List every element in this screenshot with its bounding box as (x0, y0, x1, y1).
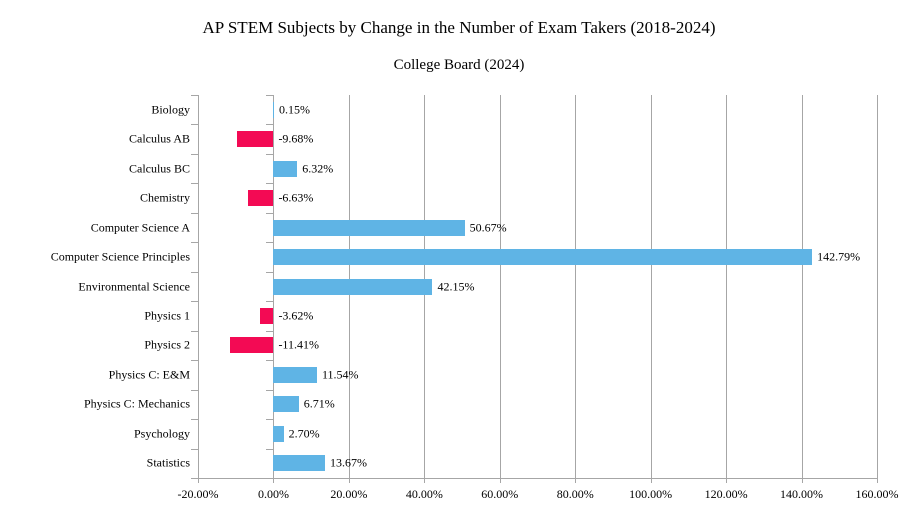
x-axis-tick (348, 478, 350, 483)
gridline (801, 95, 803, 478)
x-axis-label: 80.00% (556, 487, 594, 501)
category-label: Computer Science A (90, 220, 190, 235)
category-tick (191, 448, 198, 450)
category-label: Environmental Science (78, 279, 190, 293)
gridline (726, 95, 728, 478)
x-axis-tick (198, 478, 199, 483)
category-label: Statistics (146, 455, 190, 470)
x-axis-line (198, 478, 878, 479)
gridline (650, 95, 652, 478)
category-tick (191, 478, 198, 479)
category-label: Physics C: E&M (108, 367, 190, 382)
x-axis-label: 100.00% (629, 487, 673, 501)
bar-value-label: 11.54% (321, 367, 359, 382)
x-axis-label: 160.00% (855, 487, 899, 501)
bar (273, 425, 284, 442)
bar (273, 249, 813, 266)
x-axis-tick (499, 478, 501, 483)
gridline (499, 95, 501, 478)
category-tick (191, 271, 198, 273)
category-tick (191, 212, 198, 214)
bar (273, 366, 317, 383)
category-label: Biology (151, 102, 190, 117)
x-axis-label: 20.00% (330, 487, 368, 501)
x-axis-tick (575, 478, 577, 483)
category-tick (266, 183, 274, 185)
category-tick (191, 124, 198, 126)
category-label: Physics 2 (144, 337, 190, 352)
x-axis-tick (877, 478, 878, 483)
bar (273, 101, 274, 118)
x-axis-label: 60.00% (481, 487, 519, 501)
bar (273, 160, 298, 177)
category-label: Psychology (133, 426, 190, 441)
category-tick (266, 330, 274, 332)
category-tick (266, 360, 274, 362)
bar (273, 219, 465, 236)
x-axis-label: -20.00% (177, 487, 219, 501)
bar (273, 396, 299, 413)
category-tick (266, 448, 274, 450)
x-axis-tick (273, 478, 275, 483)
category-tick (266, 153, 274, 155)
category-label: Calculus BC (128, 161, 190, 176)
bar-value-label: 2.70% (288, 426, 320, 441)
bar-value-label: -3.62% (278, 308, 314, 323)
category-tick (191, 95, 198, 96)
bar (259, 307, 274, 324)
category-tick (191, 360, 198, 362)
bar (273, 278, 433, 295)
category-tick (266, 419, 274, 421)
bar (273, 455, 325, 472)
bar (236, 131, 274, 148)
bar-value-label: 42.15% (437, 279, 475, 293)
category-tick (191, 301, 198, 303)
bar-value-label: 50.67% (469, 220, 507, 235)
category-tick (266, 212, 274, 214)
x-axis-tick (424, 478, 426, 483)
category-label: Physics 1 (144, 308, 190, 323)
category-tick (266, 301, 274, 303)
category-label: Computer Science Principles (50, 249, 190, 264)
category-tick (191, 242, 198, 244)
gridline (198, 95, 199, 478)
bar-value-label: 13.67% (330, 455, 367, 470)
x-axis-label: 0.00% (257, 487, 289, 501)
category-tick (191, 153, 198, 155)
category-tick (266, 95, 274, 96)
gridline (877, 95, 878, 478)
x-axis-tick (650, 478, 652, 483)
category-tick (191, 389, 198, 391)
bar-value-label: -11.41% (278, 337, 319, 352)
gridline (575, 95, 577, 478)
category-tick (266, 242, 274, 244)
bar-value-label: 0.15% (279, 102, 310, 117)
category-label: Chemistry (140, 190, 190, 205)
bar-value-label: 142.79% (817, 249, 861, 264)
bar-value-label: -6.63% (278, 190, 314, 205)
x-axis-label: 40.00% (405, 487, 443, 501)
category-tick (191, 330, 198, 332)
bar-value-label: 6.71% (303, 396, 335, 411)
bar (230, 337, 274, 354)
chart-subtitle: College Board (2024) (393, 57, 525, 73)
x-axis-label: 140.00% (780, 487, 824, 501)
category-tick (191, 183, 198, 185)
chart-title: AP STEM Subjects by Change in the Number… (202, 18, 716, 37)
category-tick (266, 124, 274, 126)
category-tick (191, 419, 198, 421)
category-label: Calculus AB (128, 131, 190, 146)
bar (248, 190, 274, 207)
x-axis-label: 120.00% (704, 487, 748, 501)
x-axis-tick (801, 478, 803, 483)
bar-value-label: 6.32% (302, 161, 334, 176)
category-tick (266, 478, 274, 479)
category-label: Physics C: Mechanics (84, 396, 190, 411)
bar-value-label: -9.68% (278, 131, 314, 146)
category-tick (266, 271, 274, 273)
x-axis-tick (726, 478, 728, 483)
category-tick (266, 389, 274, 391)
